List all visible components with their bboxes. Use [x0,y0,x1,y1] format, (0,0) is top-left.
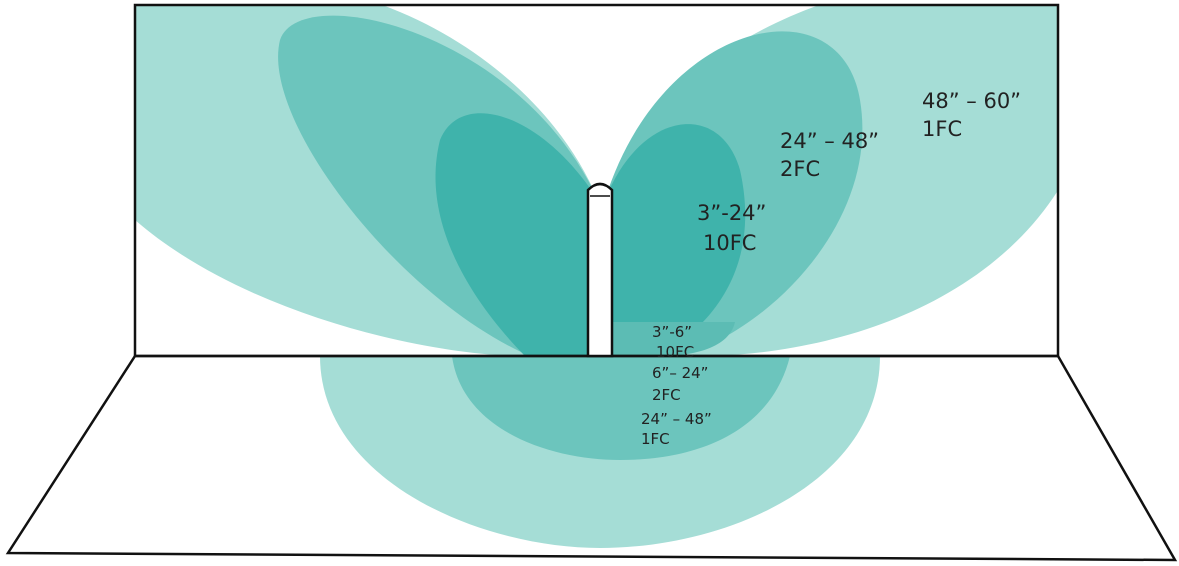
wall-zone-10fc-right [605,124,746,356]
floor-zone-10fc [610,322,735,356]
zone-level: 10FC [656,343,694,361]
zone-range: 24” – 48” [641,410,712,428]
zone-range: 3”-6” [652,323,692,341]
floor-outline [5,354,1178,562]
zone-level: 1FC [641,430,670,448]
floor-illumination [320,356,880,548]
zone-range: 3”-24” [697,201,766,225]
zone-range: 6”– 24” [652,364,708,382]
zone-level: 1FC [922,117,962,141]
zone-level: 10FC [703,231,756,255]
zone-range: 24” – 48” [780,129,879,153]
zone-level: 2FC [780,157,820,181]
zone-level: 2FC [652,386,681,404]
wall-illumination [135,5,1058,356]
wall-zone-10fc-left [435,113,598,356]
zone-range: 48” – 60” [922,89,1021,113]
floor-zone-2fc [452,356,790,460]
fixture-pole [586,182,614,358]
